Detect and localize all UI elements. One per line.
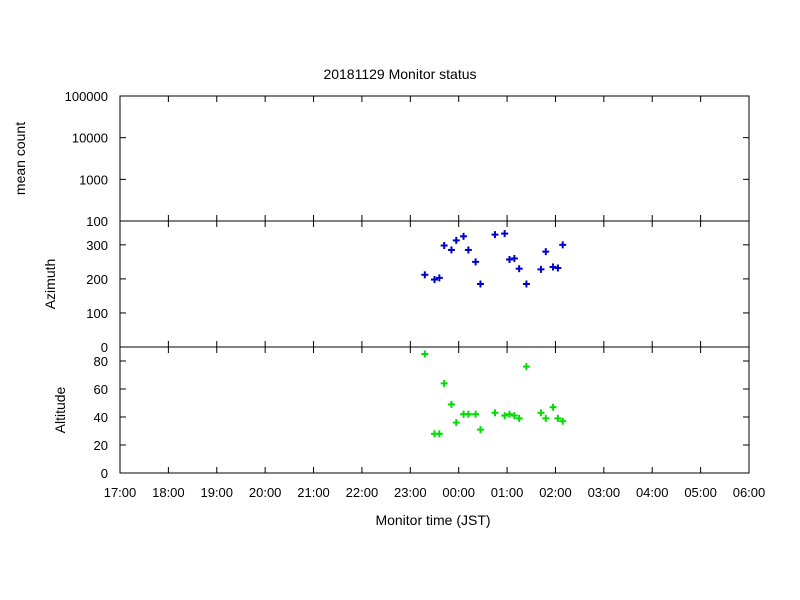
altitude-point xyxy=(515,414,523,422)
altitude-point xyxy=(452,419,460,427)
azimuth-point xyxy=(472,258,480,266)
azimuth-point xyxy=(522,280,530,288)
azimuth-point xyxy=(559,241,567,249)
panel-mean-count: 100 1000 10000 100000 mean count xyxy=(12,89,750,229)
azimuth-ytick-label: 100 xyxy=(86,306,108,321)
mean-ytick-label: 100 xyxy=(86,214,108,229)
chart-title: 20181129 Monitor status xyxy=(323,66,476,82)
x-tick-label: 18:00 xyxy=(152,485,185,500)
mean-ytick-label: 100000 xyxy=(65,89,108,104)
mean-ytick-label: 10000 xyxy=(72,131,108,146)
azimuth-point xyxy=(505,255,513,263)
x-tick-label: 21:00 xyxy=(297,485,330,500)
mean-frame xyxy=(119,95,750,222)
altitude-point xyxy=(447,400,455,408)
x-tick-label: 01:00 xyxy=(491,485,524,500)
x-tick-label: 22:00 xyxy=(346,485,379,500)
x-tick-label: 23:00 xyxy=(394,485,427,500)
azimuth-ytick-label: 200 xyxy=(86,272,108,287)
panel-azimuth: 0 100 200 300 Azimuth xyxy=(42,220,750,355)
azimuth-point xyxy=(515,265,523,273)
altitude-ytick-label: 60 xyxy=(94,382,108,397)
altitude-point xyxy=(464,410,472,418)
x-tick-label: 19:00 xyxy=(200,485,233,500)
azimuth-point xyxy=(554,264,562,272)
panel-altitude: 0 20 40 60 80 Altitude xyxy=(52,346,750,481)
azimuth-point xyxy=(501,230,509,238)
altitude-point xyxy=(472,410,480,418)
azimuth-ytick-label: 0 xyxy=(101,340,108,355)
azimuth-point xyxy=(476,280,484,288)
azimuth-point xyxy=(542,248,550,256)
azimuth-point xyxy=(464,246,472,254)
altitude-y-axis-label: Altitude xyxy=(52,386,68,433)
azimuth-point xyxy=(460,232,468,240)
altitude-point xyxy=(559,417,567,425)
x-axis-ticks: 17:00 18:00 19:00 20:00 21:00 22:00 23:00 00:00… xyxy=(104,485,766,500)
altitude-point xyxy=(440,379,448,387)
azimuth-point xyxy=(537,265,545,273)
x-tick-label: 06:00 xyxy=(733,485,766,500)
azimuth-frame xyxy=(119,220,750,348)
altitude-point xyxy=(554,414,562,422)
mean-ytick-label: 1000 xyxy=(79,172,108,187)
altitude-point xyxy=(537,409,545,417)
azimuth-y-axis-label: Azimuth xyxy=(42,259,58,310)
altitude-point xyxy=(522,363,530,371)
x-tick-label: 02:00 xyxy=(539,485,572,500)
altitude-point xyxy=(505,410,513,418)
azimuth-ytick-label: 300 xyxy=(86,238,108,253)
altitude-point xyxy=(549,403,557,411)
altitude-ytick-label: 20 xyxy=(94,438,108,453)
azimuth-point xyxy=(435,274,443,282)
x-tick-label: 05:00 xyxy=(684,485,717,500)
azimuth-point xyxy=(421,271,429,279)
altitude-ytick-label: 0 xyxy=(101,466,108,481)
altitude-point xyxy=(421,350,429,358)
azimuth-point xyxy=(452,236,460,244)
altitude-ytick-label: 40 xyxy=(94,410,108,425)
altitude-point xyxy=(542,414,550,422)
azimuth-point xyxy=(431,276,438,284)
azimuth-point xyxy=(447,246,455,254)
azimuth-point xyxy=(440,242,448,250)
x-tick-label: 04:00 xyxy=(636,485,669,500)
altitude-point xyxy=(491,409,499,417)
azimuth-point xyxy=(510,254,518,262)
azimuth-point xyxy=(491,231,499,239)
altitude-point xyxy=(510,412,518,420)
altitude-point xyxy=(476,426,484,434)
altitude-point xyxy=(501,412,509,420)
x-tick-label: 00:00 xyxy=(442,485,475,500)
azimuth-point xyxy=(549,263,557,271)
altitude-ytick-label: 80 xyxy=(94,354,108,369)
x-tick-label: 03:00 xyxy=(588,485,621,500)
x-tick-label: 17:00 xyxy=(104,485,137,500)
altitude-point xyxy=(435,430,443,438)
mean-y-axis-label: mean count xyxy=(12,122,28,195)
x-tick-label: 20:00 xyxy=(249,485,282,500)
altitude-frame xyxy=(119,346,750,474)
x-axis-label: Monitor time (JST) xyxy=(375,512,490,528)
